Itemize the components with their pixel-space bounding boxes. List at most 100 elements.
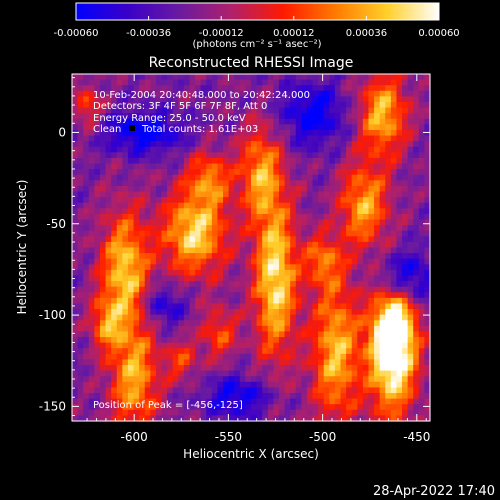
heatmap-cell: [340, 101, 347, 109]
heatmap-cell: [172, 365, 179, 372]
heatmap-cell: [374, 90, 381, 97]
heatmap-cell: [413, 113, 420, 120]
heatmap-cell: [183, 241, 191, 249]
heatmap-cell: [329, 152, 336, 159]
heatmap-cell: [234, 342, 241, 349]
heatmap-cell: [183, 230, 191, 237]
heatmap-cell: [278, 118, 286, 125]
heatmap-cell: [256, 393, 263, 400]
heatmap-cell: [323, 292, 330, 299]
heatmap-cell: [278, 325, 286, 333]
heatmap-cell: [217, 96, 224, 103]
heatmap-cell: [234, 174, 241, 181]
heatmap-cell: [374, 101, 381, 109]
heatmap-cell: [368, 309, 375, 316]
heatmap-cell: [362, 342, 370, 349]
heatmap-cell: [195, 135, 202, 142]
heatmap-cell: [306, 135, 314, 142]
heatmap-cell: [357, 286, 364, 293]
heatmap-cell: [200, 337, 207, 344]
heatmap-cell: [144, 398, 151, 405]
heatmap-cell: [357, 258, 364, 265]
heatmap-cell: [83, 163, 90, 170]
heatmap-cell: [211, 219, 219, 226]
heatmap-cell: [239, 275, 246, 282]
heatmap-cell: [396, 191, 403, 198]
heatmap-cell: [306, 180, 314, 187]
heatmap-cell: [312, 197, 319, 204]
heatmap-cell: [295, 185, 302, 193]
heatmap-cell: [195, 90, 202, 97]
heatmap-cell: [374, 365, 381, 372]
heatmap-cell: [256, 314, 263, 321]
heatmap-cell: [111, 409, 118, 417]
heatmap-cell: [139, 404, 146, 411]
heatmap-cell: [178, 348, 185, 355]
heatmap-cell: [357, 331, 364, 338]
heatmap-cell: [206, 387, 213, 394]
heatmap-cell: [273, 348, 280, 355]
heatmap-cell: [262, 236, 269, 243]
heatmap-cell: [139, 107, 146, 114]
heatmap-cell: [239, 303, 246, 310]
heatmap-cell: [127, 359, 135, 366]
heatmap-cell: [211, 197, 219, 204]
heatmap-cell: [239, 180, 246, 187]
heatmap-cell: [150, 124, 157, 131]
heatmap-cell: [273, 85, 280, 92]
heatmap-cell: [357, 281, 364, 288]
heatmap-cell: [251, 197, 258, 204]
heatmap-cell: [217, 359, 224, 366]
heatmap-cell: [223, 247, 230, 254]
heatmap-cell: [402, 337, 409, 344]
heatmap-cell: [228, 303, 235, 310]
heatmap-cell: [312, 309, 319, 316]
heatmap-cell: [362, 197, 370, 204]
heatmap-cell: [195, 398, 202, 405]
heatmap-cell: [402, 236, 409, 243]
heatmap-cell: [167, 393, 174, 400]
heatmap-cell: [127, 365, 135, 372]
heatmap-cell: [407, 191, 414, 198]
heatmap-cell: [267, 101, 274, 109]
heatmap-cell: [189, 337, 196, 344]
heatmap-cell: [402, 247, 409, 254]
heatmap-cell: [357, 337, 364, 344]
heatmap-cell: [374, 146, 381, 153]
heatmap-cell: [195, 180, 202, 187]
heatmap-cell: [301, 169, 308, 176]
heatmap-cell: [211, 208, 219, 215]
heatmap-cell: [99, 253, 107, 260]
heatmap-cell: [334, 185, 342, 193]
heatmap-cell: [245, 135, 252, 142]
heatmap-cell: [402, 376, 409, 383]
heatmap-cell: [223, 202, 230, 209]
heatmap-cell: [94, 135, 101, 142]
heatmap-cell: [133, 314, 140, 321]
heatmap-cell: [301, 208, 308, 215]
heatmap-cell: [402, 225, 409, 232]
heatmap-cell: [88, 286, 95, 293]
heatmap-cell: [418, 163, 425, 170]
heatmap-cell: [346, 146, 353, 153]
heatmap-cell: [418, 202, 425, 209]
heatmap-cell: [116, 325, 123, 333]
heatmap-cell: [189, 90, 196, 97]
heatmap-cell: [256, 303, 263, 310]
heatmap-cell: [155, 309, 163, 316]
heatmap-cell: [183, 303, 191, 310]
heatmap-cell: [340, 236, 347, 243]
heatmap-cell: [262, 85, 269, 92]
heatmap-cell: [357, 90, 364, 97]
heatmap-cell: [167, 107, 174, 114]
heatmap-cell: [301, 415, 308, 422]
heatmap-cell: [155, 236, 163, 243]
heatmap-cell: [88, 381, 95, 389]
heatmap-cell: [195, 191, 202, 198]
heatmap-cell: [200, 286, 207, 293]
heatmap-cell: [239, 213, 246, 221]
heatmap-cell: [206, 141, 213, 148]
heatmap-cell: [127, 197, 135, 204]
heatmap-cell: [323, 359, 330, 366]
heatmap-cell: [139, 353, 146, 361]
